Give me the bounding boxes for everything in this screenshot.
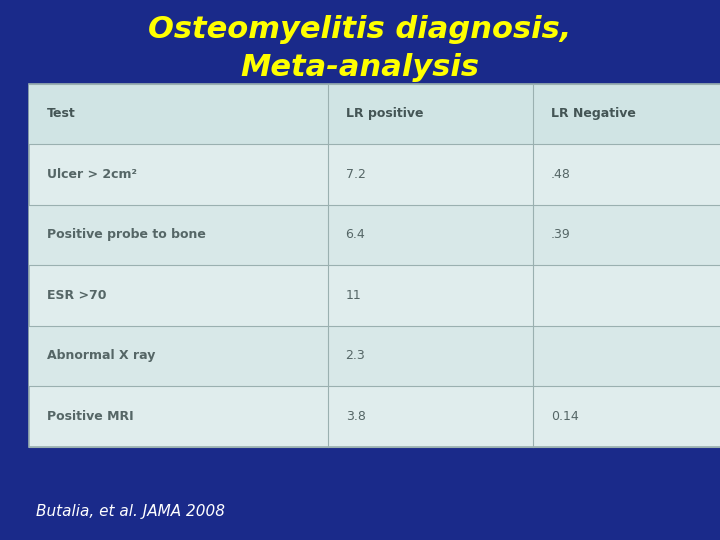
FancyBboxPatch shape <box>29 84 720 144</box>
Text: 0.14: 0.14 <box>551 410 579 423</box>
Text: .39: .39 <box>551 228 570 241</box>
Text: 3.8: 3.8 <box>346 410 366 423</box>
FancyBboxPatch shape <box>29 205 720 265</box>
Text: Ulcer > 2cm²: Ulcer > 2cm² <box>47 168 137 181</box>
Text: 7.2: 7.2 <box>346 168 366 181</box>
Text: Butalia, et al. JAMA 2008: Butalia, et al. JAMA 2008 <box>36 504 225 519</box>
Text: 11: 11 <box>346 289 361 302</box>
Text: .48: .48 <box>551 168 571 181</box>
Text: ESR >70: ESR >70 <box>47 289 107 302</box>
Text: Osteomyelitis diagnosis,: Osteomyelitis diagnosis, <box>148 15 572 44</box>
Text: Meta-analysis: Meta-analysis <box>240 53 480 82</box>
Text: Test: Test <box>47 107 76 120</box>
Text: 2.3: 2.3 <box>346 349 365 362</box>
FancyBboxPatch shape <box>29 326 720 386</box>
Text: Positive probe to bone: Positive probe to bone <box>47 228 206 241</box>
Text: Abnormal X ray: Abnormal X ray <box>47 349 156 362</box>
Text: LR positive: LR positive <box>346 107 423 120</box>
Text: Positive MRI: Positive MRI <box>47 410 133 423</box>
FancyBboxPatch shape <box>29 84 720 447</box>
Text: 6.4: 6.4 <box>346 228 365 241</box>
Text: LR Negative: LR Negative <box>551 107 636 120</box>
